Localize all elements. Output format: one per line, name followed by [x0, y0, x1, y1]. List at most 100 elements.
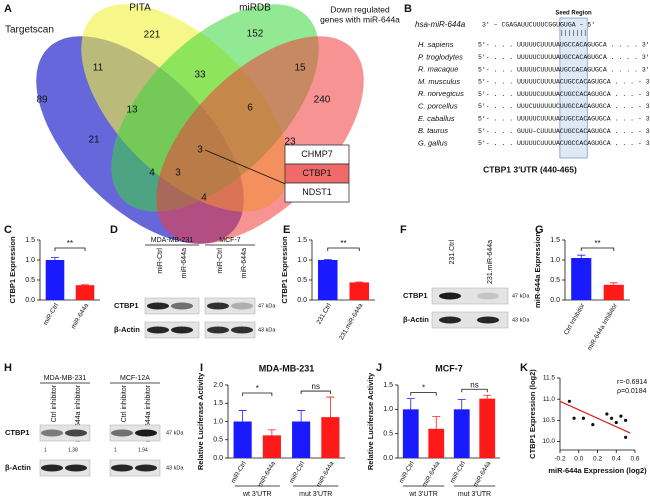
point: [572, 416, 576, 420]
x-tick-label: miR-Ctrl: [230, 460, 248, 485]
species-name: C. porcellus: [418, 101, 458, 110]
trendline: [559, 400, 631, 434]
utr-seq: 5'- . . . UUUUUCUUUUAUGCCACAGUGCA . . . …: [478, 42, 650, 49]
blot-band: [439, 316, 461, 324]
venn-count: 152: [247, 29, 264, 40]
point: [624, 435, 628, 439]
bar: [317, 260, 338, 300]
panel-letter: K: [520, 362, 528, 374]
band-quant: 1.38: [68, 447, 78, 453]
panel-letter: D: [110, 224, 118, 236]
blot-band: [135, 464, 157, 472]
bar: [75, 285, 95, 300]
point: [567, 399, 571, 403]
bar: [479, 398, 496, 458]
gene-box: [284, 182, 350, 203]
bar: [571, 258, 592, 300]
venn-count: 4: [201, 193, 207, 204]
size-label: 47 kDa: [258, 303, 276, 309]
point: [609, 416, 614, 420]
utr-seq: 5'- . . . UUUCUUUUUUCUUGCCACAGUGCA . . .…: [478, 103, 650, 110]
panel-letter: B: [404, 3, 412, 15]
x-tick-label: miR-644a: [257, 460, 277, 488]
utr-seq: 5'- . . . UUUUUCUUUUACUGCCACAGUGCA . . .…: [478, 140, 650, 147]
lane-label: miR-Ctrl: [217, 248, 224, 274]
y-tick-label: 0.5: [25, 277, 35, 284]
species-name: R. norvegicus: [418, 89, 464, 98]
blot-membrane: [431, 287, 509, 305]
point: [591, 422, 595, 427]
lane-label: miR-644a: [181, 248, 188, 278]
y-tick-label: 1.0: [550, 257, 560, 264]
sig-label: *: [422, 384, 425, 393]
bar: [453, 409, 470, 458]
x-tick-label: miR-Ctrl: [42, 302, 60, 327]
venn-count: 33: [194, 70, 206, 81]
row-label: β-Actin: [5, 463, 31, 472]
error-bar: [406, 398, 415, 410]
cell-line: MDA-MB-231: [44, 375, 87, 382]
bar: [233, 421, 252, 458]
row-label: β-Actin: [403, 315, 429, 324]
utr-seq: 5'- . . . UUUUUCUUUUACUGCCACAGUGCA . . .…: [478, 79, 650, 86]
species-name: B. taurus: [418, 126, 448, 135]
y-tick-label: 1.5: [213, 400, 223, 407]
sig-label: **: [67, 239, 73, 248]
error-bar: [297, 410, 306, 422]
blot-band: [231, 326, 253, 334]
point: [605, 412, 609, 416]
error-bar: [238, 410, 247, 422]
point: [624, 418, 628, 422]
sig-label: ns: [312, 382, 320, 391]
x-tick-label: -0.2: [554, 456, 566, 463]
y-tick-label: 0.0: [297, 297, 307, 304]
lane-label: Ctrl inhibitor: [51, 384, 58, 422]
x-tick-label: Ctrl Inhibitor: [563, 302, 587, 337]
blot-band: [41, 464, 63, 472]
x-tick-label: miR-Ctrl: [398, 460, 416, 485]
y-tick-label: 0.0: [550, 297, 560, 304]
chart-title: MCF-7: [435, 363, 463, 373]
blot-band: [111, 429, 133, 437]
x-tick-label: miR-Ctrl: [449, 460, 467, 485]
y-tick-label: 2.0: [213, 382, 223, 389]
error-bar: [326, 396, 335, 418]
gene-name: CTBP1: [302, 168, 331, 178]
blot-band: [171, 326, 193, 334]
bar: [45, 260, 65, 300]
error-bar: [51, 257, 59, 260]
y-tick-label: 0.0: [383, 455, 393, 462]
panel-letter: E: [283, 224, 290, 236]
sig-label: *: [256, 384, 259, 393]
venn-count: 3: [197, 145, 203, 156]
bar: [428, 428, 445, 458]
y-tick-label: 10.5: [542, 417, 555, 424]
lane-label: miR-Ctrl: [157, 248, 164, 274]
y-axis-label: miR-644a Expression: [533, 232, 542, 308]
sig-bracket: [242, 392, 273, 396]
x-tick-label: miR-Ctrl: [288, 460, 306, 485]
utr-seq: 5'- . . . UUUUUCUUUUAUGCCACAGUGCA . . . …: [478, 66, 650, 73]
y-axis-label: Relative Luciferase Activity: [196, 372, 205, 470]
lane-label: miR-644a inhibitor: [145, 384, 152, 441]
sig-label: **: [594, 239, 600, 248]
lane-label: miR-644a inhibitor: [75, 384, 82, 441]
row-label: CTBP1: [114, 301, 139, 310]
y-axis-label: CTBP1 Expression: [8, 236, 17, 304]
x-tick-label: miR-644a: [472, 460, 492, 488]
blot-band: [439, 292, 461, 300]
y-axis-label: Relative Luciferase Activity: [366, 372, 375, 470]
x-tick-label: miR-644a: [315, 460, 335, 488]
species-name: H. sapiens: [418, 40, 454, 49]
x-tick-label: 0.0: [574, 456, 583, 463]
sig-bracket: [461, 388, 488, 393]
blot-band: [147, 302, 169, 310]
row-label: CTBP1: [403, 291, 428, 300]
error-bar: [609, 282, 618, 285]
y-tick-label: 1.5: [383, 382, 393, 389]
error-bar: [432, 416, 441, 429]
set-label: Down regulated: [330, 4, 390, 14]
blot-band: [111, 464, 133, 472]
y-tick-label: 1.5: [25, 237, 35, 244]
